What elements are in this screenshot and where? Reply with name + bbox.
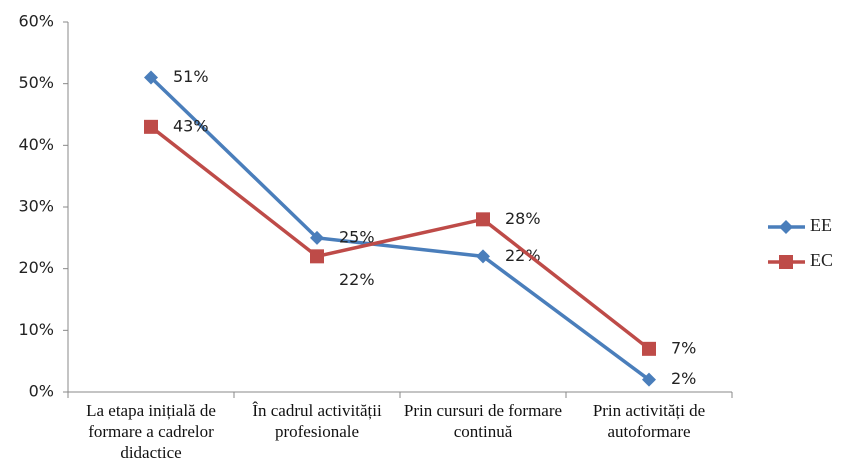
y-tick-label: 50% xyxy=(18,73,54,92)
marker xyxy=(310,249,324,264)
series-line xyxy=(149,76,651,382)
data-label: 7% xyxy=(671,338,696,357)
marker xyxy=(642,341,656,356)
data-label: 51% xyxy=(173,67,209,86)
marker xyxy=(476,249,490,264)
marker xyxy=(144,70,158,85)
marker xyxy=(310,230,324,245)
y-tick-label: 20% xyxy=(18,258,54,277)
legend-label: EE xyxy=(810,215,832,235)
y-tick-label: 10% xyxy=(18,320,54,339)
data-label: 43% xyxy=(173,116,209,135)
legend-marker xyxy=(779,220,793,234)
y-tick-label: 60% xyxy=(18,12,54,31)
legend-marker xyxy=(779,255,793,269)
y-tick-label: 30% xyxy=(18,197,54,216)
y-tick-label: 40% xyxy=(18,135,54,154)
x-tick-label: Prin activități de autoformare xyxy=(592,401,706,441)
marker xyxy=(476,212,490,227)
data-label: 22% xyxy=(339,270,375,289)
legend-label: EC xyxy=(810,250,833,270)
series-line xyxy=(149,125,651,351)
data-label: 25% xyxy=(339,227,375,246)
x-tick-label: La etapa inițială de formare a cadrelor … xyxy=(86,401,216,462)
y-tick-label: 0% xyxy=(29,382,54,401)
x-tick-label: Prin cursuri de formare continuă xyxy=(403,401,563,441)
x-tick-label: În cadrul activității profesionale xyxy=(252,401,382,441)
data-label: 28% xyxy=(505,209,541,228)
data-label: 22% xyxy=(505,246,541,265)
data-label: 2% xyxy=(671,369,696,388)
marker xyxy=(144,119,158,134)
marker xyxy=(642,372,656,387)
